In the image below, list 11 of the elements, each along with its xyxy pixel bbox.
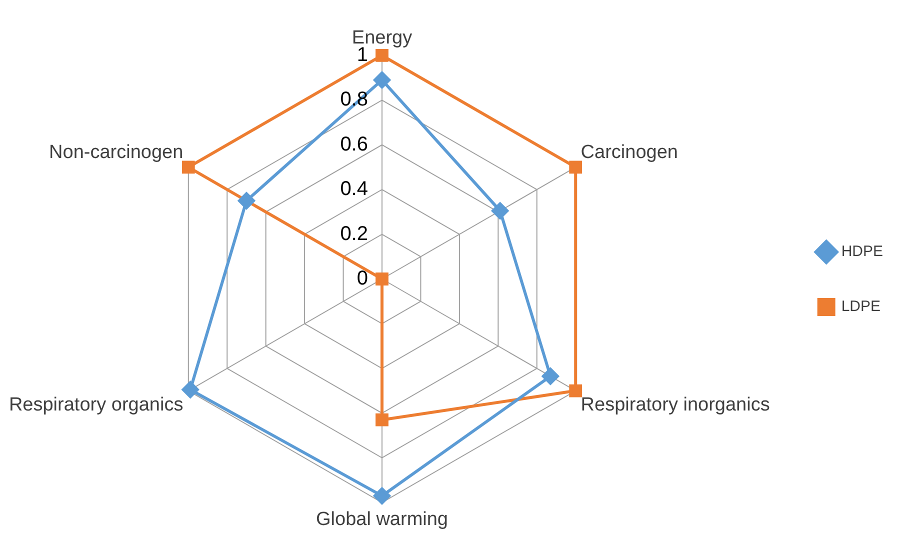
spoke-label: Respiratory organics: [8, 394, 184, 416]
y-tick-label: 0.2: [340, 222, 368, 245]
legend-label: HDPE: [841, 243, 884, 260]
y-tick-label: 0.4: [340, 178, 368, 200]
y-tick-label: 0: [356, 268, 368, 290]
spoke-label: Carcinogen: [580, 142, 678, 164]
spoke-label: Non-carcinogen: [49, 142, 184, 164]
legend-label: LDPE: [841, 298, 881, 316]
spoke-label: Respiratory inorganics: [580, 394, 770, 416]
spoke-label: Global warming: [316, 509, 448, 530]
y-tick-label: 0.6: [340, 133, 368, 156]
